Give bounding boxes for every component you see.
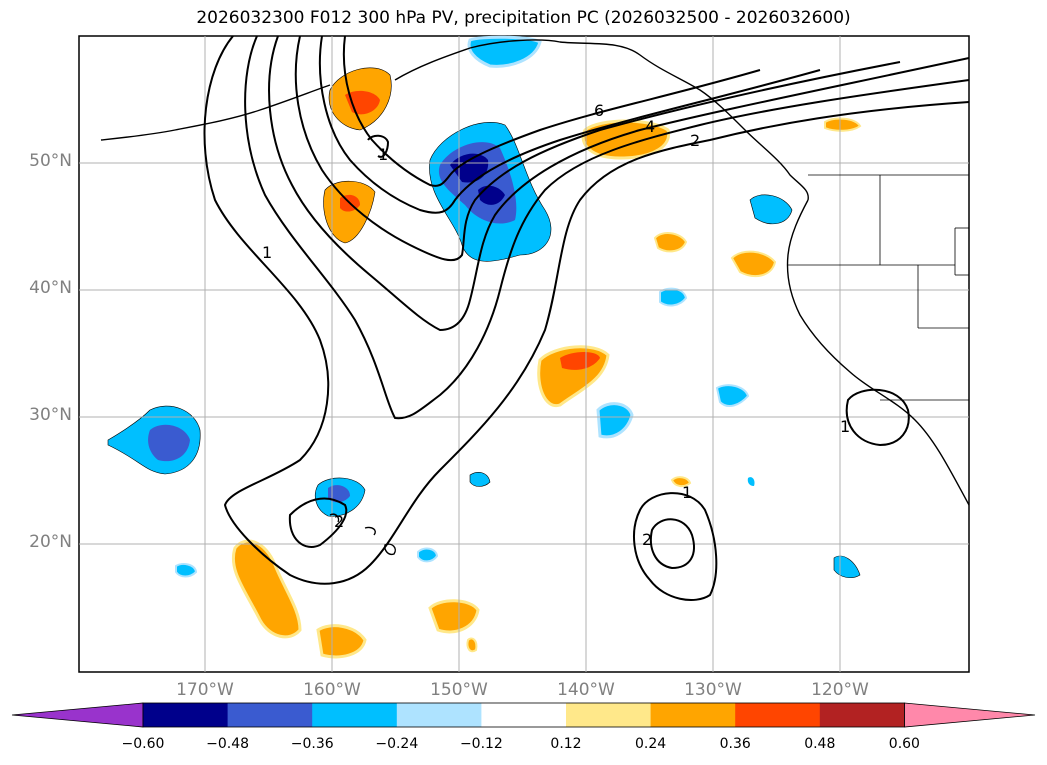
- contour-label: 1: [262, 243, 272, 262]
- colorbar-tick-label: 0.48: [804, 736, 836, 752]
- lat-label-40: 40°N: [29, 278, 72, 298]
- borders: [788, 174, 969, 401]
- lon-label-130w: 130°W: [684, 680, 742, 700]
- colorbar-tick-label: −0.48: [206, 736, 250, 752]
- lon-label-150w: 150°W: [430, 680, 488, 700]
- lat-label-30: 30°N: [29, 405, 72, 425]
- colorbar-segment: [312, 703, 398, 727]
- pv-contour-3: [268, 35, 970, 332]
- lat-label-20: 20°N: [29, 532, 72, 552]
- precip-positive-south: [231, 539, 302, 639]
- lon-label-160w: 160°W: [303, 680, 361, 700]
- plot-frame: [78, 35, 970, 673]
- colorbar-segment: [819, 703, 905, 727]
- contour-label: 4: [645, 117, 655, 136]
- contour-label: 2: [334, 512, 344, 531]
- colorbar-tick-label: 0.60: [888, 736, 920, 752]
- contour-label: 1: [840, 417, 850, 436]
- colorbar: [11, 702, 1036, 728]
- pv-closed-contour-outer: [633, 492, 718, 601]
- pv-contours: [203, 35, 970, 601]
- colorbar-tick-label: 0.12: [550, 736, 582, 752]
- lon-label-120w: 120°W: [811, 680, 869, 700]
- lon-label-140w: 140°W: [557, 680, 615, 700]
- colorbar-segment: [396, 703, 482, 727]
- pv-closed-contour-socal: [845, 388, 910, 447]
- colorbar-tick-label: −0.36: [290, 736, 334, 752]
- colorbar-segment: [650, 703, 736, 727]
- pv-contour-2: [244, 35, 970, 420]
- contour-label: 6: [594, 101, 604, 120]
- colorbar-tick-label: 0.36: [719, 736, 751, 752]
- colorbar-segment: [566, 703, 652, 727]
- precip-shading: [107, 35, 862, 659]
- colorbar-tick-label: −0.12: [459, 736, 503, 752]
- contour-label: 1: [378, 145, 388, 164]
- pv-contour-1: [203, 35, 970, 585]
- pv-closed-contour-inner: [650, 518, 695, 570]
- lat-label-50: 50°N: [29, 151, 72, 171]
- colorbar-arrow-left: [11, 702, 144, 728]
- colorbar-tick-label: 0.24: [635, 736, 667, 752]
- colorbar-segment: [481, 703, 567, 727]
- colorbar-segment: [735, 703, 821, 727]
- contour-label-group: 6 4 2 1 1 1 2 1 2: [262, 101, 850, 549]
- pv-contour-5: [318, 35, 821, 214]
- contour-label: 1: [682, 483, 692, 502]
- lon-label-170w: 170°W: [176, 680, 234, 700]
- pv-contour-4: [294, 35, 901, 262]
- colorbar-tick-label: −0.24: [375, 736, 419, 752]
- precip-positive-gulf: [581, 119, 671, 160]
- colorbar-tick-label: −0.60: [121, 736, 165, 752]
- colorbar-segment: [143, 703, 229, 727]
- gridlines: [79, 36, 969, 672]
- pv-contour-6: [342, 35, 761, 187]
- colorbar-frame: [142, 702, 905, 728]
- map-title: 2026032300 F012 300 hPa PV, precipitatio…: [196, 8, 851, 28]
- colorbar-arrow-right: [904, 702, 1036, 728]
- contour-label: 2: [690, 131, 700, 150]
- contour-label: 2: [642, 530, 652, 549]
- precip-positive-nw2: [323, 180, 376, 244]
- map-plot: 6 4 2 1 1 1 2 1 2: [78, 35, 970, 673]
- colorbar-segment: [227, 703, 313, 727]
